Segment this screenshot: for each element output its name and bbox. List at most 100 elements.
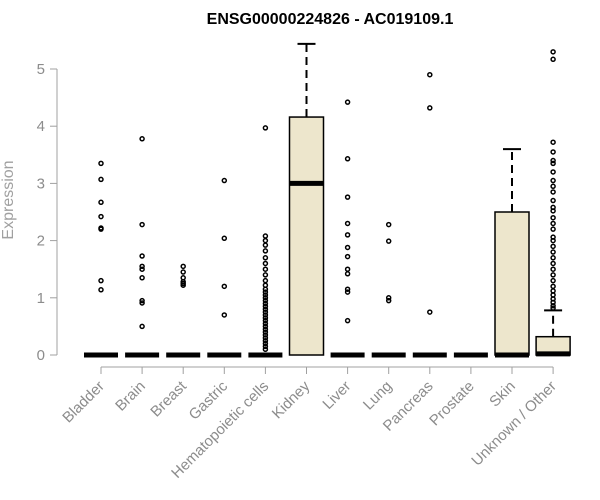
y-tick-label: 5 [37, 61, 45, 78]
x-tick-label: Breast [147, 377, 190, 420]
outlier-point [180, 263, 186, 270]
outlier-point [262, 323, 269, 330]
outlier-point [262, 320, 269, 327]
outlier-point [262, 233, 269, 239]
outlier-point [427, 105, 433, 111]
outlier-point [139, 136, 145, 142]
outlier-point [385, 297, 392, 304]
box-group [84, 160, 118, 358]
outlier-point [550, 160, 556, 167]
outlier-point [262, 312, 269, 318]
outlier-point [550, 56, 556, 63]
outlier-point [550, 157, 556, 164]
y-tick-label: 3 [37, 175, 45, 192]
outlier-point [221, 177, 228, 184]
y-tick-label: 0 [37, 347, 45, 364]
outlier-point [262, 315, 269, 321]
outlier-point [550, 139, 556, 145]
outlier-point [262, 292, 269, 298]
outlier-point [262, 255, 269, 261]
outlier-point [262, 277, 269, 284]
outlier-point [550, 189, 556, 195]
outlier-point [344, 194, 351, 200]
outlier-point [262, 286, 269, 292]
outlier-point [262, 303, 269, 310]
outlier-point [344, 220, 351, 227]
outlier-point [550, 220, 556, 227]
outlier-point [385, 295, 392, 301]
outlier-point [262, 266, 269, 272]
outlier-point [262, 346, 269, 353]
outlier-point [344, 99, 351, 105]
outlier-point [550, 305, 556, 311]
outlier-point [550, 208, 556, 214]
outlier-point [344, 271, 351, 277]
y-tick-label: 1 [37, 290, 45, 307]
outlier-point [262, 297, 269, 304]
outlier-point [385, 221, 392, 228]
y-axis-label: Expression [0, 160, 17, 239]
box-group [207, 177, 242, 358]
outlier-point [262, 237, 269, 244]
outlier-point [344, 253, 351, 260]
chart-title: ENSG00000224826 - AC019109.1 [207, 11, 454, 28]
outlier-point [344, 317, 351, 324]
outlier-point [221, 283, 228, 290]
outlier-point [550, 214, 556, 221]
outlier-point [98, 199, 104, 206]
outlier-point [98, 277, 104, 284]
outlier-point [139, 323, 145, 330]
outlier-point [262, 309, 269, 315]
box-rect [494, 211, 530, 356]
outlier-point [98, 213, 104, 220]
outlier-point [550, 149, 556, 155]
box-group [494, 148, 530, 358]
outlier-point [427, 309, 433, 315]
outlier-point [550, 237, 556, 244]
outlier-point [98, 287, 104, 293]
outlier-point [550, 243, 556, 250]
outlier-point [262, 317, 269, 324]
outlier-point [427, 71, 433, 78]
box-group [248, 125, 283, 358]
box-group [166, 263, 201, 358]
y-axis: 0 1 2 3 4 5 [37, 61, 58, 364]
outlier-point [221, 312, 228, 318]
outlier-point [262, 332, 269, 338]
outlier-point [180, 282, 186, 288]
outlier-point [550, 260, 556, 267]
outlier-point [550, 303, 556, 309]
outlier-point [262, 343, 269, 350]
outlier-point [180, 269, 186, 275]
outlier-point [98, 176, 104, 183]
outlier-point [550, 266, 556, 272]
outlier-point [262, 242, 269, 248]
x-tick-label: Lung [360, 378, 396, 414]
plot-area [84, 42, 571, 358]
outlier-point [550, 197, 556, 204]
outlier-point [550, 177, 556, 184]
outlier-point [550, 283, 556, 290]
outlier-point [344, 286, 351, 292]
outlier-point [139, 263, 145, 270]
box-group [535, 49, 571, 357]
y-tick-label: 4 [37, 118, 45, 135]
outlier-point [139, 297, 145, 304]
x-tick-label: Bladder [59, 378, 108, 427]
outlier-point [550, 169, 556, 175]
outlier-point [550, 226, 556, 232]
outlier-point [550, 49, 556, 55]
outlier-point [262, 335, 269, 341]
x-tick-label: Prostate [426, 378, 478, 430]
outlier-point [262, 289, 269, 295]
outlier-point [262, 260, 269, 267]
outlier-point [139, 266, 145, 272]
outlier-point [262, 329, 269, 335]
outlier-point [262, 300, 269, 307]
x-tick-label: Skin [486, 378, 519, 411]
x-tick-label: Liver [319, 378, 354, 413]
outlier-point [385, 238, 392, 244]
outlier-point [139, 275, 145, 281]
outlier-point [262, 306, 269, 312]
